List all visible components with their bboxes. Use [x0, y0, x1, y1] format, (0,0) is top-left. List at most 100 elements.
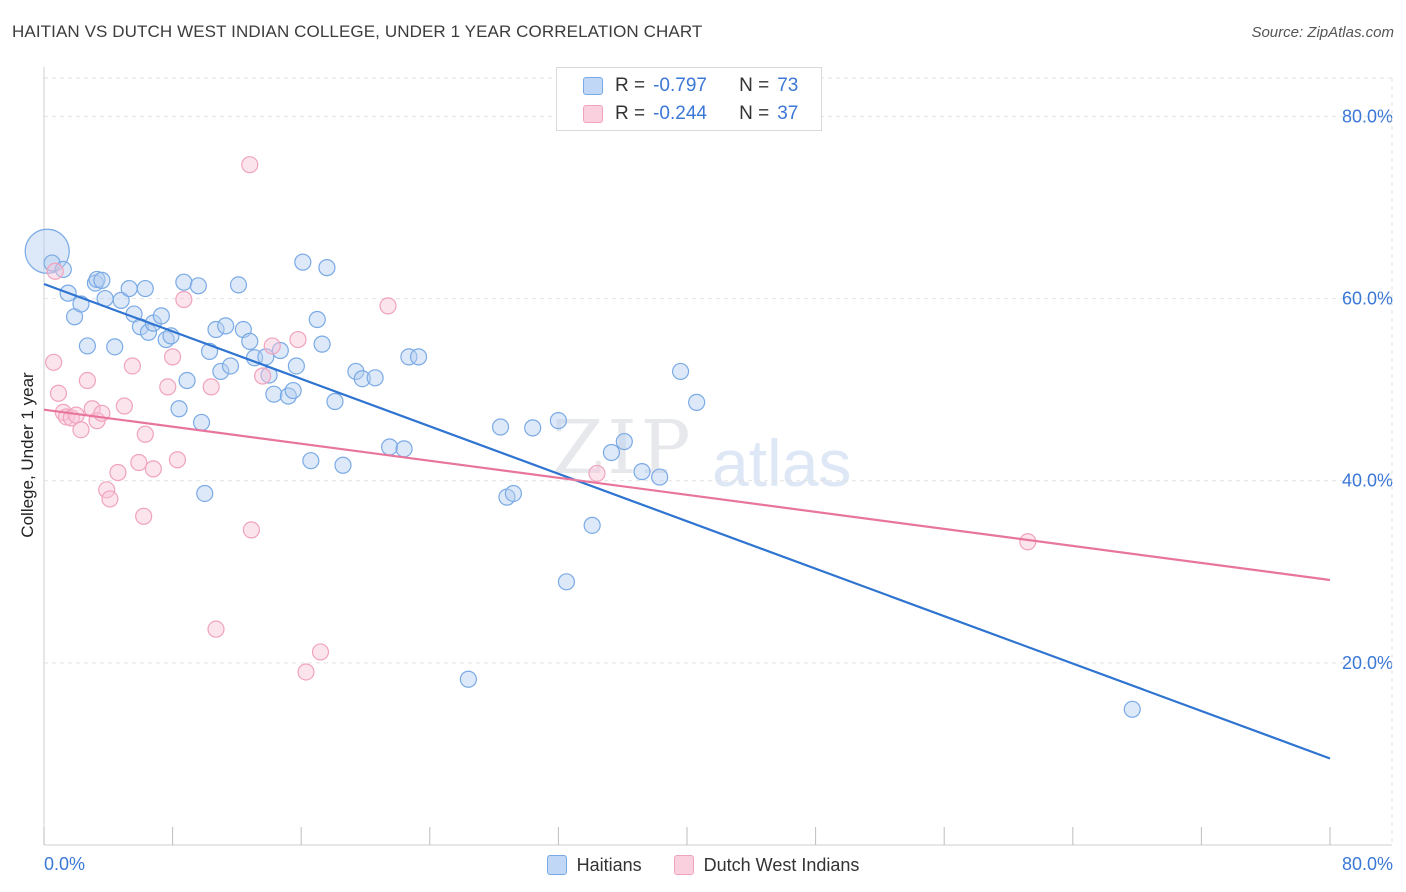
haitians-point	[633, 463, 651, 481]
haitians-point	[139, 323, 158, 341]
dutch-west-indians-point	[101, 490, 119, 508]
haitians-point	[557, 573, 576, 591]
haitians-point	[78, 337, 97, 355]
haitians-point	[671, 362, 690, 381]
haitians-point	[178, 371, 196, 390]
haitians-point	[189, 277, 207, 295]
legend-r-label: R =	[615, 75, 646, 96]
legend-row-haitians: R = -0.797 N = 73	[557, 72, 798, 100]
legend-r-value: -0.797	[653, 75, 707, 96]
haitians-point	[170, 400, 188, 418]
haitians-point	[93, 271, 111, 289]
dutch-west-indians-point	[242, 521, 260, 539]
legend-n-value: 73	[777, 75, 799, 96]
legend-r-value: -0.244	[653, 103, 707, 124]
legend-label-haitians: Haitians	[576, 854, 642, 875]
haitians-point	[106, 338, 124, 356]
dutch-west-indians-point	[263, 337, 281, 355]
dutch-west-indians-point	[115, 397, 133, 415]
haitians-point	[136, 279, 154, 298]
haitians-point	[313, 335, 331, 353]
y-tick-label: 40.0%	[1342, 471, 1393, 491]
dutch-west-indians-point	[159, 378, 177, 396]
haitians-point	[241, 332, 259, 350]
dutch-west-indians-point	[109, 463, 127, 482]
haitians-point	[308, 310, 326, 329]
dutch-west-indians-point	[78, 371, 97, 390]
legend-r-label: R =	[615, 103, 646, 124]
haitians-point	[302, 452, 320, 470]
haitians-point	[287, 357, 305, 375]
haitians-point	[583, 516, 601, 534]
haitians-point	[112, 291, 130, 309]
dutch-west-indians-point	[241, 156, 259, 174]
haitians-point	[651, 468, 669, 486]
haitians-point	[524, 419, 542, 437]
legend-swatch-dutch-west-indians	[583, 105, 603, 123]
x-tick-label: 80.0%	[1342, 854, 1393, 874]
y-tick-label: 60.0%	[1342, 289, 1393, 309]
haitians-point	[334, 456, 352, 474]
dutch-west-indians-point	[588, 464, 606, 483]
haitians-point	[549, 412, 568, 430]
watermark-atlas: atlas	[712, 426, 852, 500]
dutch-west-indians-point	[72, 421, 90, 439]
haitians-point	[284, 381, 302, 400]
dutch-west-indians-trend-line	[43, 408, 1331, 582]
haitians-point	[152, 307, 170, 325]
haitians-trend-line	[43, 282, 1331, 760]
haitians-point	[504, 484, 522, 503]
legend-swatch-haitians	[583, 77, 603, 95]
y-tick-label: 80.0%	[1342, 106, 1393, 126]
haitians-point	[400, 348, 418, 366]
haitians-point	[294, 253, 312, 271]
correlation-legend: R = -0.797 N = 73 R = -0.244 N = 37	[556, 67, 822, 131]
legend-item-dutch-west-indians[interactable]: Dutch West Indians	[673, 854, 860, 876]
haitians-point	[318, 259, 336, 277]
dutch-west-indians-point	[123, 357, 142, 375]
haitians-point	[326, 392, 344, 411]
legend-n-label: N =	[739, 75, 770, 96]
dutch-west-indians-point	[311, 643, 330, 661]
haitians-point	[120, 279, 138, 298]
haitians-point	[602, 443, 621, 462]
chart-source: Source: ZipAtlas.com	[1251, 24, 1394, 41]
legend-label-dutch-west-indians: Dutch West Indians	[703, 854, 860, 875]
haitians-point	[688, 393, 706, 411]
legend-n-label: N =	[739, 103, 770, 124]
haitians-point	[353, 370, 371, 388]
legend-n-value: 37	[777, 103, 799, 124]
haitians-point	[381, 438, 399, 456]
dutch-west-indians-point	[144, 460, 162, 478]
haitians-point	[207, 320, 225, 339]
dutch-west-indians-point	[130, 453, 148, 472]
legend-swatch-haitians	[546, 855, 567, 875]
chart-title: HAITIAN VS DUTCH WEST INDIAN COLLEGE, UN…	[12, 22, 703, 41]
y-tick-label: 20.0%	[1342, 653, 1393, 673]
dutch-west-indians-point	[379, 297, 397, 315]
haitians-point	[615, 432, 633, 451]
legend-swatch-dutch-west-indians	[673, 855, 694, 875]
dutch-west-indians-point	[164, 348, 182, 366]
series-legend: Haitians Dutch West Indians	[0, 852, 1406, 878]
dutch-west-indians-point	[136, 425, 154, 443]
haitians-point	[196, 484, 214, 503]
dutch-west-indians-point	[135, 507, 153, 525]
dutch-west-indians-point	[202, 378, 220, 396]
haitians-point	[229, 276, 248, 294]
haitians-point	[395, 440, 413, 458]
haitians-point	[1123, 700, 1141, 718]
dutch-west-indians-point	[98, 481, 116, 499]
haitians-point	[409, 348, 428, 366]
haitians-point	[271, 341, 289, 360]
dutch-west-indians-point	[207, 620, 225, 638]
haitians-point	[279, 387, 297, 405]
x-tick-label: 0.0%	[44, 854, 85, 874]
legend-item-haitians[interactable]: Haitians	[546, 854, 642, 876]
haitians-point	[175, 273, 193, 291]
haitians-point	[459, 670, 477, 688]
dutch-west-indians-point	[254, 367, 272, 385]
dutch-west-indians-point	[175, 290, 193, 309]
legend-row-dutch-west-indians: R = -0.244 N = 37	[557, 100, 798, 128]
